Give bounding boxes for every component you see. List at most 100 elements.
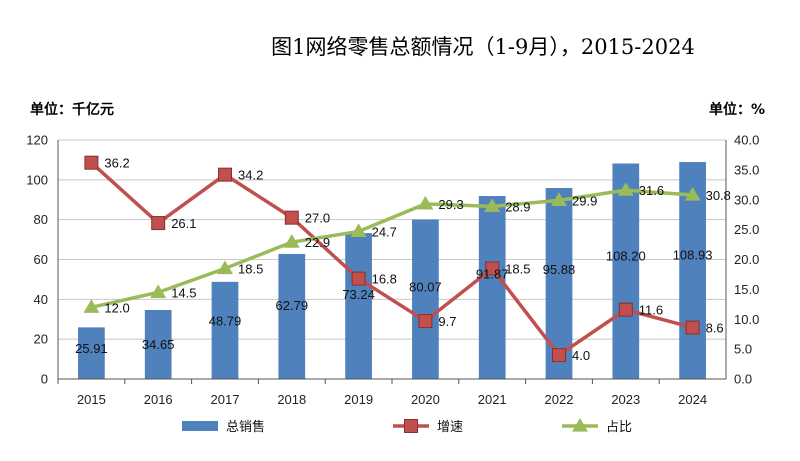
bar-value-label: 95.88 [543,262,576,277]
growth-rate-marker [485,261,500,276]
growth-rate-marker [618,302,633,317]
share-label: 28.9 [505,199,530,214]
growth-rate-marker [351,271,366,286]
x-axis-tick-label: 2024 [678,392,707,407]
right-axis-tick-label: 30.0 [734,192,759,207]
x-axis-tick-label: 2022 [545,392,574,407]
left-axis-unit: 单位：千亿元 [30,101,114,118]
share-marker [83,299,100,313]
bar-total-sales [345,233,372,379]
left-axis-tick-label: 120 [26,133,48,148]
line-share [91,188,693,310]
share-label: 14.5 [171,285,196,300]
right-axis-tick-label: 15.0 [734,282,759,297]
right-axis-tick-label: 5.0 [734,342,752,357]
growth-rate-label: 26.1 [171,216,196,231]
bar-total-sales [278,253,306,379]
bar-total-sales [478,196,506,379]
growth-rate-marker [84,155,99,170]
share-label: 12.0 [104,300,129,315]
share-label: 29.9 [572,193,597,208]
growth-rate-marker [552,348,566,363]
share-marker [283,234,300,248]
share-marker [217,260,233,275]
bar-total-sales [412,219,439,379]
left-axis-tick-label: 20 [34,332,48,347]
growth-rate-marker [418,314,433,329]
share-marker [484,198,501,212]
growth-rate-label: 18.5 [505,261,530,276]
legend-label: 总销售 [226,419,265,435]
share-marker [551,192,567,206]
right-axis-tick-label: 0.0 [734,372,752,387]
growth-rate-label: 36.2 [104,156,129,171]
growth-rate-label: 11.6 [639,303,663,318]
growth-rate-label: 9.7 [438,314,456,329]
bar-value-label: 91.87 [476,266,509,281]
x-axis-tick-label: 2020 [411,392,440,407]
share-marker [150,284,167,298]
share-label: 22.9 [305,235,330,250]
legend-swatch-total-sales [182,421,218,431]
growth-rate-marker [685,320,700,335]
share-label: 30.8 [706,188,731,203]
left-axis-tick-label: 60 [34,252,48,267]
bar-value-label: 62.79 [276,298,309,313]
legend-label: 占比 [606,420,632,435]
left-axis-tick-label: 100 [26,172,48,187]
left-axis-tick-label: 80 [34,212,48,227]
right-axis-tick-label: 25.0 [734,222,759,237]
share-label: 18.5 [238,261,263,276]
x-axis-tick-label: 2023 [611,392,640,407]
growth-rate-marker [284,210,299,225]
growth-rate-marker [218,167,232,182]
x-axis-tick-label: 2016 [144,392,173,407]
x-axis-tick-label: 2015 [77,392,106,407]
right-axis-tick-label: 35.0 [734,162,759,177]
bar-value-label: 73.24 [342,287,375,302]
x-axis-tick-label: 2018 [277,392,306,407]
growth-rate-label: 34.2 [238,168,263,183]
bar-total-sales [211,281,239,379]
growth-rate-marker [151,216,166,231]
bar-total-sales [144,309,172,379]
axes: 0 20 40 60 80 100 120 0.0 5.0 10.0 15.0 20.0 25.0 30.… [26,133,759,408]
data-labels: 25.91 34.65 48.79 62.79 73.24 80.07 91.87 95.88… [75,156,731,363]
legend-marker-growth-rate [404,419,418,433]
legend-label: 增速 [437,420,463,435]
share-label: 31.6 [639,183,664,198]
share-label: 24.7 [372,224,397,239]
legend: 总销售 增速 占比 [182,418,632,435]
right-axis-unit: 单位：% [709,101,765,118]
line-series [83,155,701,363]
x-axis-tick-label: 2019 [344,392,373,407]
legend-marker-share [572,418,588,432]
x-axis-tick-label: 2017 [211,392,240,407]
line-growth-rate [90,161,694,358]
right-axis-tick-label: 10.0 [734,312,759,327]
bar-value-label: 108.20 [606,248,646,263]
bar-value-label: 108.93 [673,248,713,263]
bar-value-label: 48.79 [209,314,242,329]
share-label: 29.3 [438,197,463,212]
x-axis-tick-label: 2021 [478,392,507,407]
growth-rate-label: 16.8 [372,272,397,287]
left-axis-tick-label: 40 [34,292,48,307]
bar-total-sales [612,163,640,379]
growth-rate-label: 8.6 [706,321,724,336]
bar-value-label: 34.65 [142,337,175,352]
share-marker [684,186,701,201]
growth-rate-label: 27.0 [305,211,330,226]
right-axis-tick-label: 40.0 [734,133,759,148]
left-axis-tick-label: 0 [41,372,48,387]
share-marker [417,195,434,210]
growth-rate-label: 4.0 [572,348,590,363]
bar-value-label: 25.91 [75,341,108,356]
right-axis-tick-label: 20.0 [734,252,759,267]
share-marker [350,223,367,238]
bars-total-sales [78,162,706,379]
chart-title: 图1网络零售总额情况（1-9月），2015-2024 [271,35,695,59]
bar-value-label: 80.07 [409,279,442,294]
bar-total-sales [78,327,105,379]
